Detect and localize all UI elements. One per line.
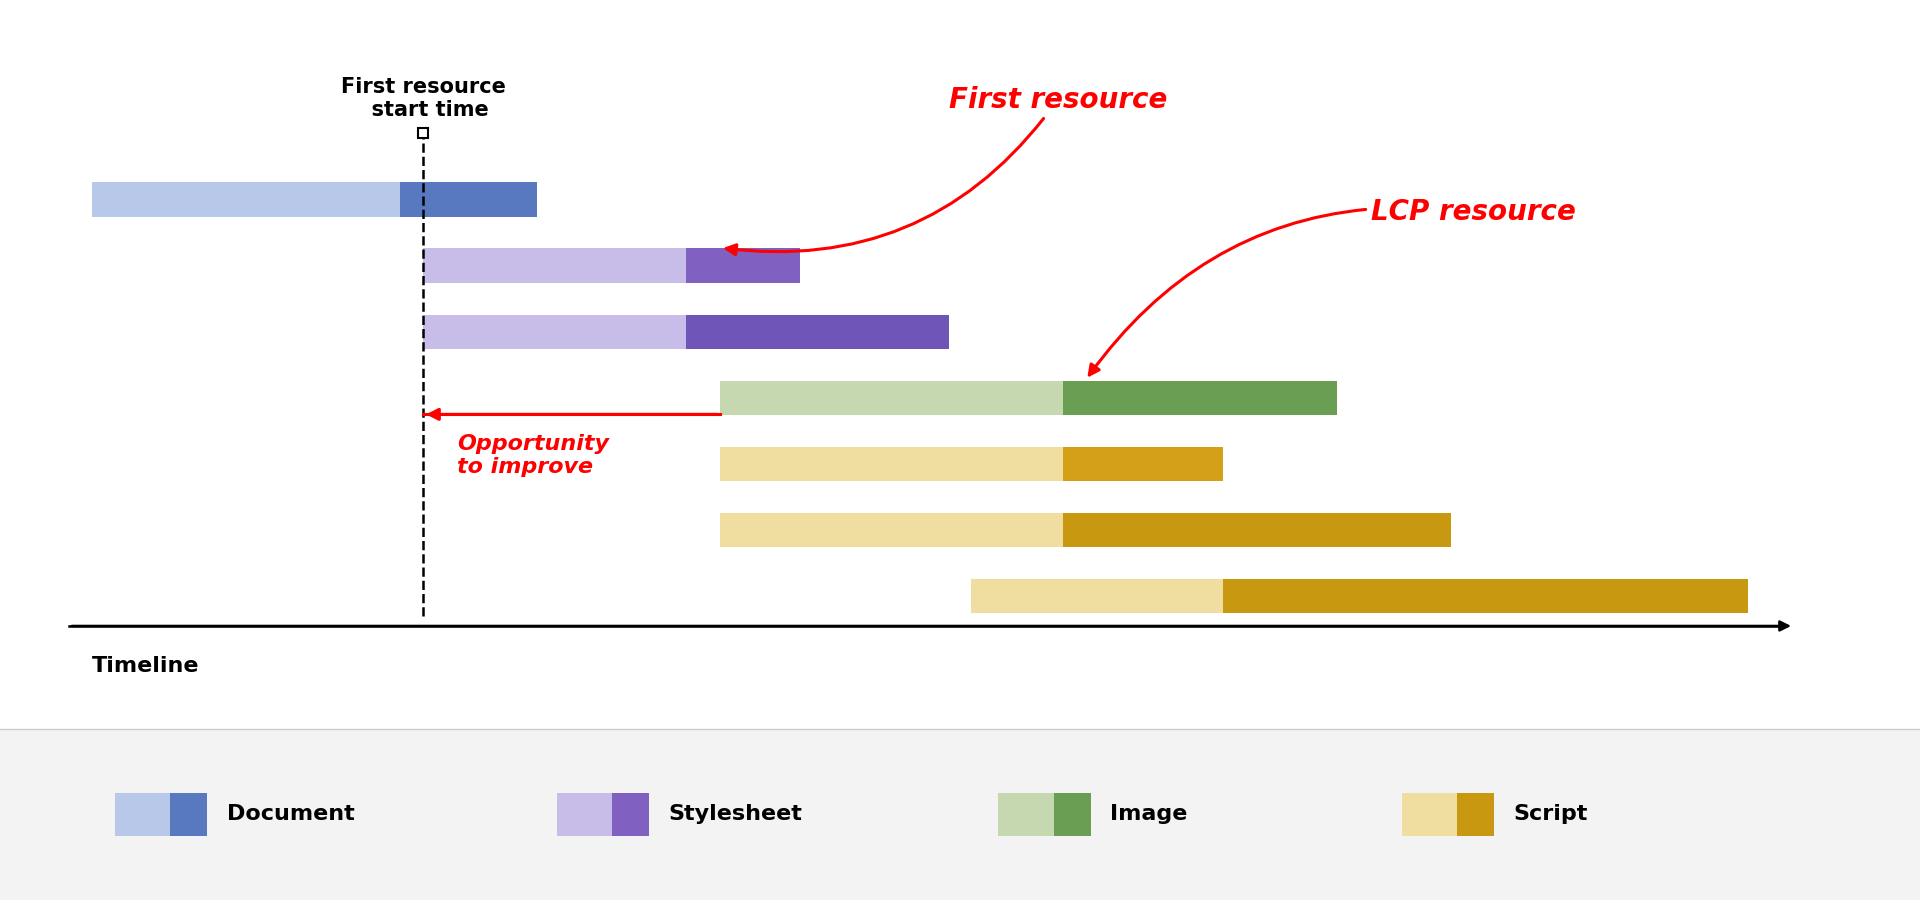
- Text: First resource: First resource: [726, 86, 1167, 255]
- Bar: [720, 446, 1064, 482]
- Bar: [92, 183, 399, 217]
- Bar: [685, 314, 948, 349]
- Bar: [422, 314, 685, 349]
- Bar: [720, 513, 1064, 547]
- Text: LCP resource: LCP resource: [1089, 198, 1576, 375]
- Text: Opportunity
to improve: Opportunity to improve: [457, 434, 609, 477]
- Bar: [1223, 579, 1749, 614]
- Bar: [422, 248, 685, 283]
- Bar: [1064, 513, 1452, 547]
- Text: Document: Document: [227, 805, 355, 824]
- Bar: [972, 579, 1223, 614]
- Bar: [720, 381, 1064, 415]
- Text: First resource
  start time: First resource start time: [340, 76, 505, 120]
- Bar: [1064, 446, 1223, 482]
- Text: Script: Script: [1513, 805, 1588, 824]
- Bar: [685, 248, 801, 283]
- Text: Image: Image: [1110, 805, 1187, 824]
- Text: Stylesheet: Stylesheet: [668, 805, 803, 824]
- Bar: [399, 183, 538, 217]
- Bar: [1064, 381, 1336, 415]
- Text: Timeline: Timeline: [92, 656, 200, 676]
